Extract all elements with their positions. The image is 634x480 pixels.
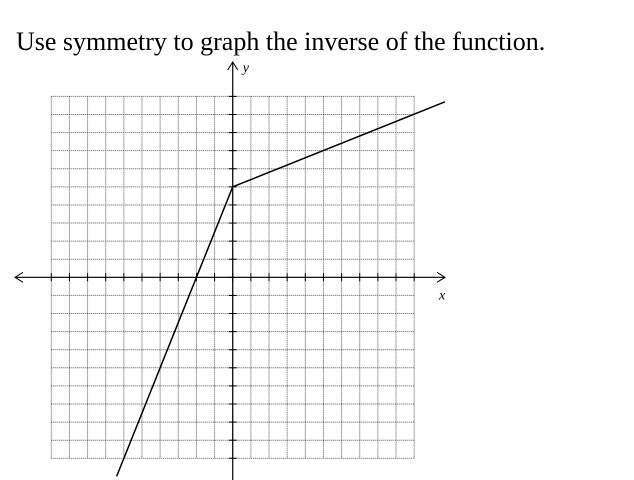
x-axis-label: x [438,288,446,303]
chart-title: Use symmetry to graph the inverse of the… [16,27,545,56]
function-line [115,101,446,477]
arrow [436,271,446,283]
arrow [14,271,24,283]
arrow [227,61,239,71]
y-axis-label: y [241,61,250,76]
